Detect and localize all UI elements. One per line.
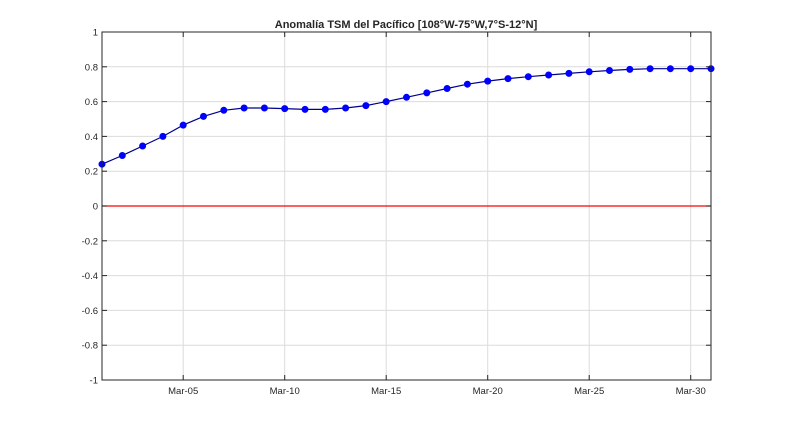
y-tick-label: 0 bbox=[93, 202, 98, 213]
data-point bbox=[504, 75, 512, 83]
data-point bbox=[646, 65, 654, 73]
x-tick-label: Mar-15 bbox=[371, 386, 401, 397]
data-point bbox=[382, 98, 390, 106]
ticks bbox=[102, 31, 711, 381]
data-point bbox=[362, 102, 370, 110]
data-point bbox=[220, 106, 228, 114]
data-point bbox=[342, 104, 350, 112]
data-point bbox=[179, 121, 187, 129]
data-point bbox=[159, 132, 167, 140]
y-tick-label: -0.2 bbox=[82, 236, 98, 247]
data-point bbox=[240, 104, 248, 112]
y-tick-label: 0.8 bbox=[85, 62, 98, 73]
data-point bbox=[301, 105, 309, 113]
x-tick-label: Mar-10 bbox=[270, 386, 300, 397]
series-line bbox=[101, 68, 711, 165]
x-tick-label: Mar-30 bbox=[676, 386, 706, 397]
data-point bbox=[585, 68, 593, 76]
y-tick-label: -0.6 bbox=[82, 306, 98, 317]
y-tick-label: -0.4 bbox=[82, 271, 98, 282]
data-point bbox=[626, 65, 634, 73]
data-point bbox=[139, 142, 147, 150]
data-point bbox=[118, 152, 126, 159]
data-point bbox=[200, 112, 207, 120]
data-point bbox=[606, 67, 613, 74]
y-tick-label: 0.4 bbox=[85, 132, 98, 143]
data-point bbox=[281, 105, 289, 113]
chart-title: Anomalía TSM del Pacífico [108°W-75°W,7°… bbox=[275, 19, 538, 31]
data-point bbox=[545, 71, 553, 79]
x-tick-label: Mar-25 bbox=[574, 386, 604, 397]
series-markers bbox=[98, 65, 715, 168]
y-tick-label: -0.8 bbox=[82, 341, 98, 352]
y-tick-label: -1 bbox=[90, 376, 98, 387]
data-point bbox=[403, 93, 410, 101]
data-point bbox=[463, 80, 471, 88]
y-tick-label: 1 bbox=[93, 28, 98, 39]
y-tick-label: 0.2 bbox=[85, 167, 98, 178]
y-tick-label: 0.6 bbox=[85, 97, 98, 108]
data-point bbox=[260, 104, 268, 112]
x-tick-labels: Mar-05 Mar-10 Mar-15 Mar-20 Mar-25 Mar-30 bbox=[168, 386, 706, 397]
x-tick-label: Mar-05 bbox=[168, 386, 198, 397]
x-tick-label: Mar-20 bbox=[473, 386, 503, 397]
data-point bbox=[666, 65, 674, 73]
data-point bbox=[484, 77, 492, 85]
data-point bbox=[524, 73, 532, 81]
data-point bbox=[443, 85, 451, 92]
series-line-layer bbox=[101, 68, 711, 165]
data-point bbox=[565, 69, 573, 77]
data-point bbox=[687, 65, 695, 73]
y-tick-labels: 1 0.8 0.6 0.4 0.2 0 -0.2 -0.4 -0.6 -0.8 -1 bbox=[82, 28, 98, 387]
data-point bbox=[423, 89, 431, 97]
data-point bbox=[321, 105, 329, 113]
